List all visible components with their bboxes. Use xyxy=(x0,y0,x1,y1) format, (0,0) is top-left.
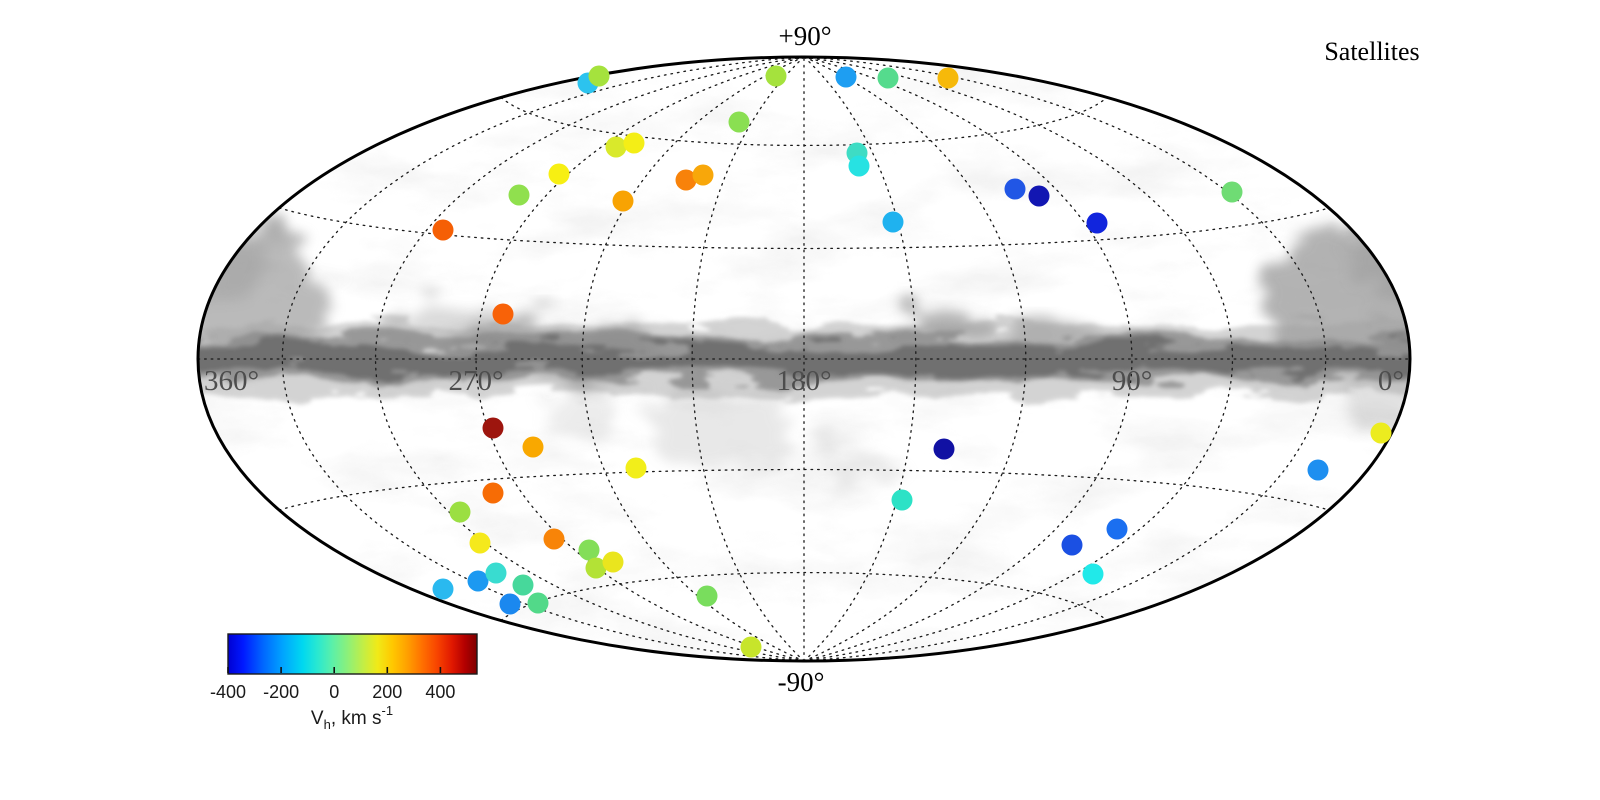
colorbar-tick-label: 400 xyxy=(425,682,455,702)
satellite-point xyxy=(740,636,762,658)
satellite-point xyxy=(1106,518,1128,540)
parallel-line xyxy=(278,468,1330,511)
longitude-label: 180° xyxy=(776,365,831,397)
colorbar-tick-label: 0 xyxy=(329,682,339,702)
satellite-point xyxy=(512,574,534,596)
colorbar-tick-label: -400 xyxy=(210,682,246,702)
satellite-point xyxy=(482,417,504,439)
satellite-point xyxy=(485,562,507,584)
north-pole-label: +90° xyxy=(778,21,831,51)
satellite-point xyxy=(1221,181,1243,203)
galactic-dust-background xyxy=(198,57,1410,661)
satellite-point xyxy=(482,482,504,504)
satellite-point xyxy=(543,528,565,550)
satellite-point xyxy=(467,570,489,592)
satellite-point xyxy=(1307,459,1329,481)
satellite-point xyxy=(877,67,899,89)
parallel-line xyxy=(500,96,1108,147)
meridian-line xyxy=(691,56,805,662)
satellite-point xyxy=(692,164,714,186)
longitude-label: 90° xyxy=(1112,365,1153,397)
satellite-point xyxy=(835,66,857,88)
satellite-point xyxy=(848,155,870,177)
satellite-point xyxy=(548,163,570,185)
satellite-point xyxy=(432,219,454,241)
satellite-point xyxy=(492,303,514,325)
satellite-point xyxy=(527,592,549,614)
satellite-point xyxy=(1370,422,1392,444)
satellite-point xyxy=(623,132,645,154)
colorbar-tick-labels: -400 -200 0 200 400 xyxy=(210,682,455,702)
longitude-label: 270° xyxy=(448,365,503,397)
satellite-point xyxy=(605,136,627,158)
satellite-point xyxy=(432,578,454,600)
satellite-point xyxy=(1028,185,1050,207)
satellite-point xyxy=(1082,563,1104,585)
satellite-point xyxy=(675,169,697,191)
satellite-point xyxy=(728,111,750,133)
satellite-point xyxy=(449,501,471,523)
longitude-label: 360° xyxy=(204,365,259,397)
satellite-point xyxy=(469,532,491,554)
colorbar: -400 -200 0 200 400 Vh, km s-1 xyxy=(210,633,478,732)
parallel-line xyxy=(278,207,1330,250)
colorbar-ticks xyxy=(227,667,442,673)
satellite-point xyxy=(1086,212,1108,234)
satellite-point xyxy=(508,184,530,206)
satellite-point xyxy=(1061,534,1083,556)
colorbar-tick-label: 200 xyxy=(372,682,402,702)
satellite-points xyxy=(432,65,1392,658)
graticule-grid xyxy=(197,56,1411,662)
meridian-line xyxy=(803,56,1234,662)
south-pole-label: -90° xyxy=(778,667,825,697)
longitude-label: 0° xyxy=(1378,365,1404,397)
satellite-point xyxy=(1004,178,1026,200)
satellite-point xyxy=(891,489,913,511)
satellite-point xyxy=(933,438,955,460)
satellite-point xyxy=(588,65,610,87)
plot-title: Satellites xyxy=(1324,37,1419,66)
satellite-point xyxy=(696,585,718,607)
parallel-line xyxy=(500,571,1108,622)
colorbar-bar xyxy=(227,633,478,675)
satellite-point xyxy=(602,551,624,573)
colorbar-axis-label: Vh, km s-1 xyxy=(311,703,393,732)
map-boundary-ellipse xyxy=(196,55,1412,663)
satellite-point xyxy=(625,457,647,479)
satellite-point xyxy=(937,67,959,89)
colorbar-tick-label: -200 xyxy=(263,682,299,702)
longitude-labels: 360° 270° 180° 90° 0° xyxy=(204,365,1404,397)
satellite-point xyxy=(585,557,607,579)
satellite-point xyxy=(882,211,904,233)
satellite-point xyxy=(578,539,600,561)
satellite-point xyxy=(522,436,544,458)
meridian-line xyxy=(803,56,917,662)
satellite-point xyxy=(612,190,634,212)
satellite-point xyxy=(765,65,787,87)
satellite-point xyxy=(499,593,521,615)
